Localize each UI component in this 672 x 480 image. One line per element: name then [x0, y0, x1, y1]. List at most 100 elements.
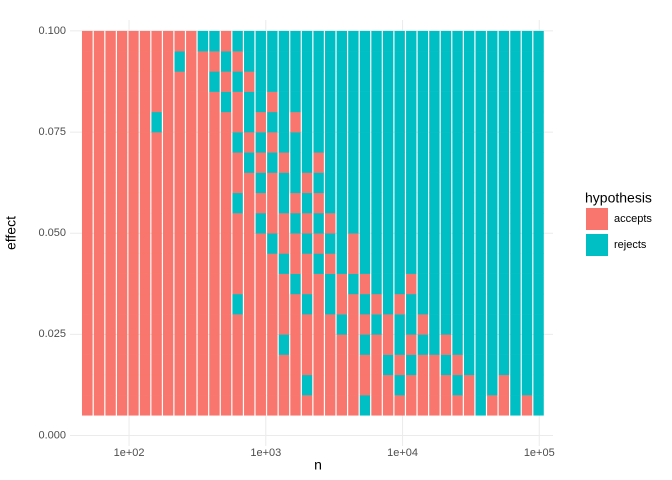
tile	[209, 111, 220, 133]
tile	[313, 212, 324, 234]
tile	[533, 334, 544, 355]
tile	[174, 30, 185, 52]
tile	[93, 91, 105, 113]
tile	[278, 253, 290, 274]
tile	[290, 293, 301, 315]
tile	[394, 293, 405, 315]
tile	[463, 192, 475, 214]
tile	[116, 374, 128, 396]
tile	[186, 30, 197, 52]
tile	[93, 374, 105, 396]
tile	[429, 395, 440, 416]
tile	[348, 314, 359, 335]
tile	[487, 395, 498, 416]
tile	[244, 91, 255, 113]
tile	[498, 91, 510, 113]
tile	[429, 212, 440, 234]
tile	[301, 233, 313, 254]
tile	[81, 334, 93, 355]
tile	[267, 212, 278, 234]
tile	[174, 132, 185, 153]
tile	[440, 51, 452, 72]
tile	[81, 273, 93, 295]
tile	[301, 273, 313, 295]
tile	[301, 111, 313, 133]
tile	[394, 233, 405, 254]
tile	[93, 253, 105, 274]
tile	[186, 354, 197, 376]
tile	[452, 334, 463, 355]
tile	[105, 354, 116, 376]
tile	[521, 273, 533, 295]
tile	[510, 111, 521, 133]
tile	[394, 334, 405, 355]
tile	[406, 192, 417, 214]
tile	[359, 51, 371, 72]
x-tick-label: 1e+05	[524, 447, 555, 459]
tile	[475, 152, 486, 173]
tile	[406, 273, 417, 295]
tile	[128, 293, 139, 315]
tile	[220, 253, 232, 274]
tile	[174, 51, 185, 72]
tile	[382, 71, 394, 92]
tile	[255, 233, 266, 254]
tile	[267, 314, 278, 335]
tile	[105, 253, 116, 274]
tile	[475, 71, 486, 92]
tile	[220, 30, 232, 52]
tile	[267, 374, 278, 396]
tile	[359, 314, 371, 335]
tile	[359, 395, 371, 416]
tile	[93, 172, 105, 194]
tile	[371, 132, 382, 153]
tile	[382, 30, 394, 52]
tile	[278, 314, 290, 335]
tile	[255, 314, 266, 335]
tile	[116, 273, 128, 295]
tile	[417, 71, 429, 92]
tile	[151, 192, 162, 214]
tile	[417, 212, 429, 234]
tile	[197, 51, 209, 72]
tile	[429, 111, 440, 133]
tile	[440, 132, 452, 153]
tile	[278, 91, 290, 113]
tile	[151, 334, 162, 355]
tile	[128, 71, 139, 92]
tile	[186, 253, 197, 274]
tile	[521, 395, 533, 416]
tile	[336, 51, 347, 72]
tile	[93, 293, 105, 315]
tile	[487, 152, 498, 173]
tile	[220, 71, 232, 92]
tile	[325, 111, 336, 133]
tile	[336, 30, 347, 52]
tile	[313, 233, 324, 254]
tile	[186, 51, 197, 72]
tile	[197, 334, 209, 355]
tile	[475, 30, 486, 52]
tile	[93, 51, 105, 72]
tile	[510, 30, 521, 52]
tile	[301, 51, 313, 72]
tile	[382, 334, 394, 355]
tile	[325, 71, 336, 92]
tile	[278, 212, 290, 234]
tile	[429, 334, 440, 355]
tile	[487, 111, 498, 133]
tile	[105, 51, 116, 72]
tile	[220, 233, 232, 254]
tile	[440, 91, 452, 113]
tile	[498, 192, 510, 214]
tile	[417, 152, 429, 173]
tile	[313, 91, 324, 113]
tile	[197, 314, 209, 335]
tile	[348, 334, 359, 355]
tile	[475, 212, 486, 234]
tile	[371, 51, 382, 72]
tile	[382, 314, 394, 335]
tile	[209, 192, 220, 214]
tile	[521, 354, 533, 376]
tile	[463, 30, 475, 52]
